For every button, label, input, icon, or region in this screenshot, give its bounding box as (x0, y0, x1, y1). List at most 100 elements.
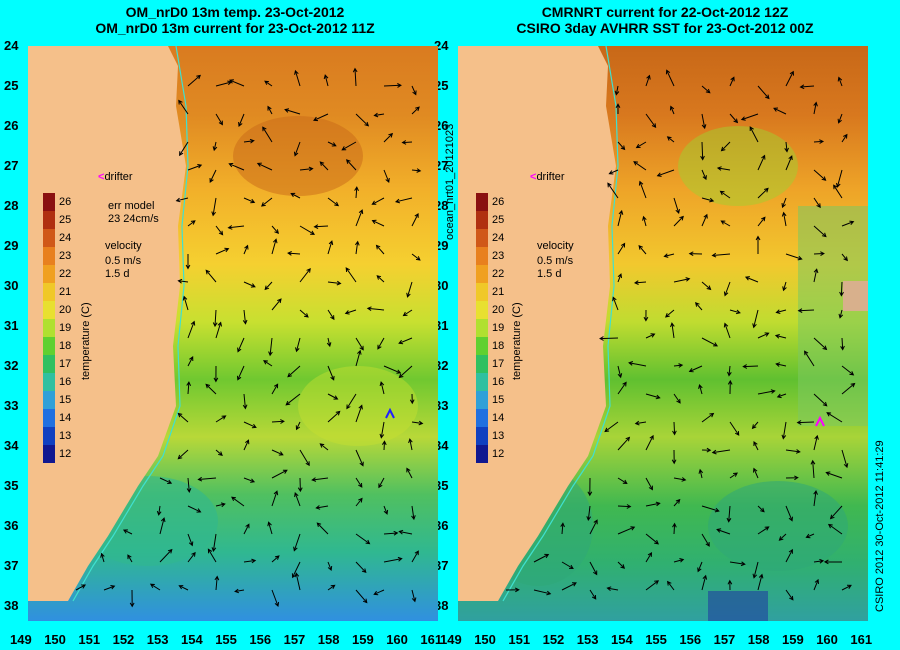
current-vector (720, 141, 731, 152)
current-vector (294, 69, 301, 87)
current-vector (215, 225, 224, 236)
colorbar-tick-label: 18 (492, 340, 505, 352)
colorbar-tick-label: 16 (59, 376, 72, 388)
current-vector (355, 113, 370, 127)
current-vector (837, 113, 843, 124)
current-vector (185, 254, 191, 270)
colorbar-swatch (43, 355, 55, 373)
current-vector (617, 436, 631, 451)
current-vector (656, 169, 675, 177)
current-vector (697, 561, 703, 573)
y-tick-label: 36 (4, 518, 19, 533)
current-vector (411, 106, 420, 115)
current-vector (608, 169, 619, 175)
current-vector (701, 447, 712, 453)
current-vector (645, 501, 661, 507)
current-vector (781, 197, 787, 209)
current-vector (271, 589, 280, 607)
current-vector (785, 70, 794, 87)
current-vector (826, 412, 843, 423)
current-vector (751, 421, 759, 430)
current-vector (505, 587, 520, 593)
current-vector (671, 449, 677, 465)
current-vector (813, 434, 819, 451)
current-vector (378, 477, 385, 489)
y-tick-label: 25 (4, 78, 19, 93)
current-vector (264, 281, 273, 291)
current-vector (645, 113, 657, 129)
current-vector (242, 309, 248, 325)
current-vector (755, 235, 761, 254)
current-vector (752, 561, 759, 579)
current-vector (345, 267, 357, 283)
current-vector (271, 225, 279, 234)
current-vector (701, 281, 712, 291)
colorbar-swatch (476, 319, 488, 337)
right-land (458, 46, 616, 601)
current-vector (237, 337, 245, 353)
current-vector (841, 220, 855, 227)
current-vector (757, 526, 770, 535)
colorbar-tick-label: 24 (59, 232, 72, 244)
current-vector (723, 281, 731, 297)
current-vector (781, 211, 787, 227)
current-vector (663, 253, 675, 258)
current-vector (711, 252, 731, 258)
current-vector (711, 449, 731, 455)
current-vector (214, 575, 220, 591)
left-coastline (72, 46, 189, 602)
right-cold-patch (708, 591, 768, 621)
current-vector (666, 136, 675, 143)
current-vector (813, 101, 818, 115)
current-vector (383, 132, 394, 143)
current-vector (178, 99, 189, 115)
current-vector (617, 477, 628, 484)
colorbar-tick-label: 25 (492, 214, 505, 226)
current-vector (243, 197, 256, 204)
current-vector (327, 584, 336, 591)
current-vector (749, 126, 759, 143)
current-vector (373, 589, 385, 596)
current-vector (299, 225, 316, 235)
current-vector (841, 253, 848, 262)
colorbar-swatch (43, 211, 55, 229)
current-vector (665, 309, 675, 318)
right-title-line2: CSIRO 3day AVHRR SST for 23-Oct-2012 00Z (516, 20, 814, 36)
current-vector (785, 548, 793, 563)
current-vector (341, 141, 357, 151)
current-vector (284, 108, 301, 115)
current-vector (727, 579, 733, 591)
current-vector (813, 268, 819, 283)
current-vector (238, 113, 245, 127)
current-vector (263, 360, 273, 367)
current-vector (560, 522, 565, 535)
current-vector (187, 164, 203, 171)
current-vector (313, 113, 329, 122)
current-vector (394, 197, 413, 204)
y-tick-label: 29 (4, 238, 19, 253)
current-vector (775, 362, 787, 367)
current-vector (813, 337, 828, 351)
current-vector (813, 251, 825, 257)
right-drifter-label: drifter (536, 171, 565, 183)
y-tick-label: 32 (4, 358, 19, 373)
current-vector (729, 113, 739, 124)
y-tick-label: 30 (4, 278, 19, 293)
current-vector (409, 393, 415, 405)
current-vector (178, 585, 189, 591)
current-vector (533, 553, 550, 563)
current-vector (617, 242, 626, 255)
current-vector (813, 578, 819, 591)
colorbar-swatch (476, 445, 488, 463)
current-vector (261, 197, 273, 207)
current-vector (345, 159, 357, 171)
x-tick-label: 154 (611, 632, 633, 647)
current-vector (271, 298, 282, 311)
current-vector (701, 505, 720, 513)
current-vector (271, 449, 284, 456)
current-vector (373, 112, 385, 118)
x-tick-label: 157 (283, 632, 306, 647)
current-vector (688, 365, 703, 373)
y-tick-label: 35 (4, 478, 19, 493)
colorbar-tick-label: 23 (59, 250, 72, 262)
